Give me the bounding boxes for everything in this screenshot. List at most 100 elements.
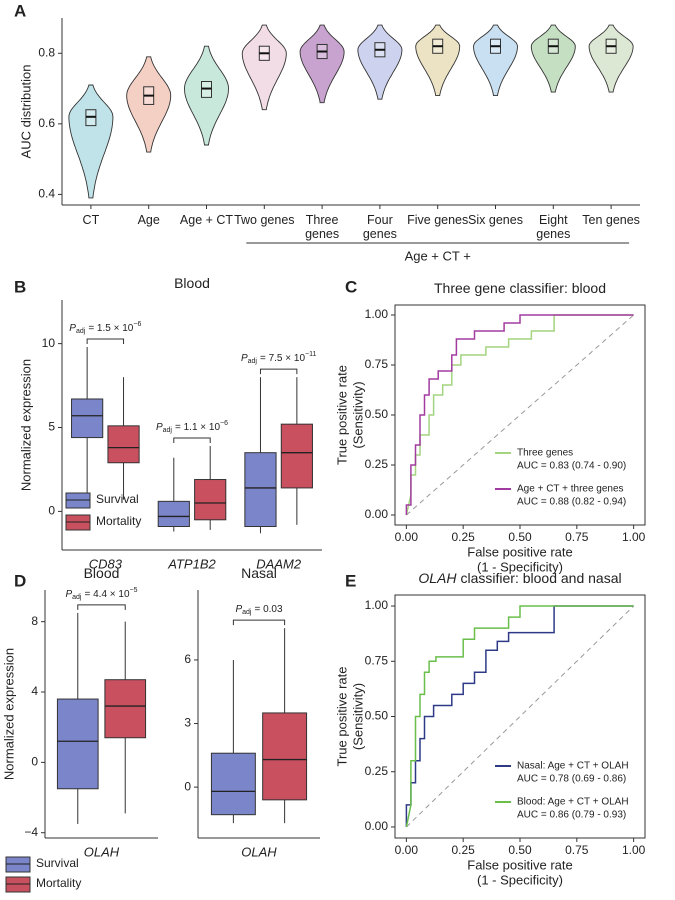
y-tick-label: 1.00 (365, 307, 389, 321)
violin (299, 24, 345, 104)
x-tick-label: 0.00 (395, 530, 419, 544)
reference-diagonal (406, 314, 634, 516)
x-axis-label: False positive rate (467, 544, 573, 559)
legend-auc: AUC = 0.86 (0.79 - 0.93) (517, 810, 626, 821)
p-subscript: adj (248, 358, 258, 365)
legend-auc: AUC = 0.78 (0.69 - 0.86) (517, 774, 626, 785)
y-tick-label: 0.25 (365, 764, 389, 778)
x-tick-label: Four genes (362, 213, 397, 241)
bracket (259, 368, 298, 375)
box (210, 752, 256, 816)
x-tick-label: OLAH (84, 844, 120, 859)
y-tick-label: 0.50 (365, 709, 389, 723)
title-text: classifier: blood and nasal (461, 570, 622, 586)
y-tick-label: 0 (31, 755, 38, 769)
p-subscript: adj (72, 594, 82, 601)
legend-label: Mortality (96, 514, 141, 528)
group-label: Age + CT + (405, 248, 471, 263)
x-tick-label: DAAM2 (256, 556, 302, 571)
violin (241, 24, 287, 111)
p-exponent: −6 (220, 420, 228, 427)
title-text: Blood (174, 275, 210, 291)
x-tick-label: Six genes (468, 213, 523, 227)
p-symbol: P (69, 323, 76, 334)
y-axis-label: AUC distribution (18, 65, 33, 159)
x-tick-label: 0.00 (395, 843, 419, 857)
legend-label: Nasal: Age + CT + OLAH (517, 761, 629, 772)
p-text: = 7.5 × 10 (260, 353, 305, 364)
box (107, 425, 140, 464)
p-subscript: adj (163, 427, 173, 434)
p-value: Padj = 1.5 × 10−6 (69, 321, 141, 335)
box (56, 698, 99, 790)
x-tick-label: 0.75 (565, 530, 589, 544)
p-text: = 4.4 × 10 (84, 589, 129, 600)
box (262, 712, 308, 801)
chart-title: Nasal (241, 565, 277, 581)
x-tick-label: CT (82, 213, 100, 227)
title-gene: OLAH (418, 570, 457, 586)
roc-curve (405, 605, 634, 827)
violin (68, 84, 114, 199)
p-subscript: adj (242, 609, 252, 616)
y-tick-label: −4 (24, 825, 38, 839)
violin (588, 24, 634, 93)
p-text: = 1.5 × 10 (88, 323, 133, 334)
y-tick-label: 0.6 (38, 116, 55, 130)
x-axis-label: (1 - Specificity) (477, 872, 563, 887)
chart-title: Blood (84, 565, 120, 581)
y-tick-label: 6 (184, 652, 191, 666)
y-axis-label: (Sensitivity) (350, 683, 365, 750)
violin (473, 24, 518, 97)
y-tick-label: 0.4 (38, 187, 55, 201)
bracket (86, 338, 125, 344)
bracket (77, 604, 126, 610)
roc-curve (405, 314, 634, 515)
p-text: = 0.03 (254, 604, 283, 615)
y-axis-label: True positive rate (334, 667, 349, 767)
x-axis-label: False positive rate (467, 857, 573, 872)
legend-label: Mortality (36, 876, 81, 890)
p-symbol: P (235, 604, 242, 615)
y-tick-label: 1.00 (365, 598, 389, 612)
y-axis-label: (Sensitivity) (350, 381, 365, 448)
y-tick-label: 0.00 (365, 819, 389, 833)
x-tick-label: 0.50 (508, 530, 532, 544)
y-tick-label: 0.50 (365, 407, 389, 421)
chart-title: Three gene classifier: blood (434, 280, 606, 296)
x-tick-label: Three genes (305, 213, 340, 241)
box (157, 500, 190, 528)
x-tick-label: 0.25 (452, 843, 476, 857)
x-tick-label: 0.50 (508, 843, 532, 857)
box (194, 479, 227, 521)
legend-label: Age + CT + three genes (517, 484, 624, 495)
bracket (232, 619, 286, 626)
legend-auc: AUC = 0.88 (0.82 - 0.94) (517, 497, 626, 508)
p-value: Padj = 0.03 (235, 604, 283, 616)
bracket (173, 437, 211, 443)
legend-label: Three genes (517, 448, 573, 459)
x-tick-label: Ten genes (582, 213, 640, 227)
box (280, 423, 313, 489)
x-tick-label: Eight genes (536, 213, 571, 241)
title-text: Nasal (241, 565, 277, 581)
y-tick-label: 8 (31, 614, 38, 628)
x-tick-label: 1.00 (622, 530, 646, 544)
x-axis-label: (1 - Specificity) (477, 559, 563, 574)
y-tick-label: 0.75 (365, 357, 389, 371)
x-tick-label: 0.25 (452, 530, 476, 544)
chart-title: OLAH classifier: blood and nasal (418, 570, 621, 586)
y-tick-label: 0.25 (365, 457, 389, 471)
x-tick-label: Age (137, 213, 160, 227)
p-exponent: −5 (130, 587, 138, 594)
x-tick-label: Five genes (407, 213, 469, 227)
panel-letter: A (14, 1, 26, 20)
y-axis-label: Normalized expression (18, 359, 33, 491)
p-symbol: P (156, 422, 163, 433)
title-text: Three gene classifier: blood (434, 280, 606, 296)
box (244, 452, 277, 528)
x-tick-label: CD83 (89, 556, 123, 571)
y-tick-label: 0.00 (365, 507, 389, 521)
